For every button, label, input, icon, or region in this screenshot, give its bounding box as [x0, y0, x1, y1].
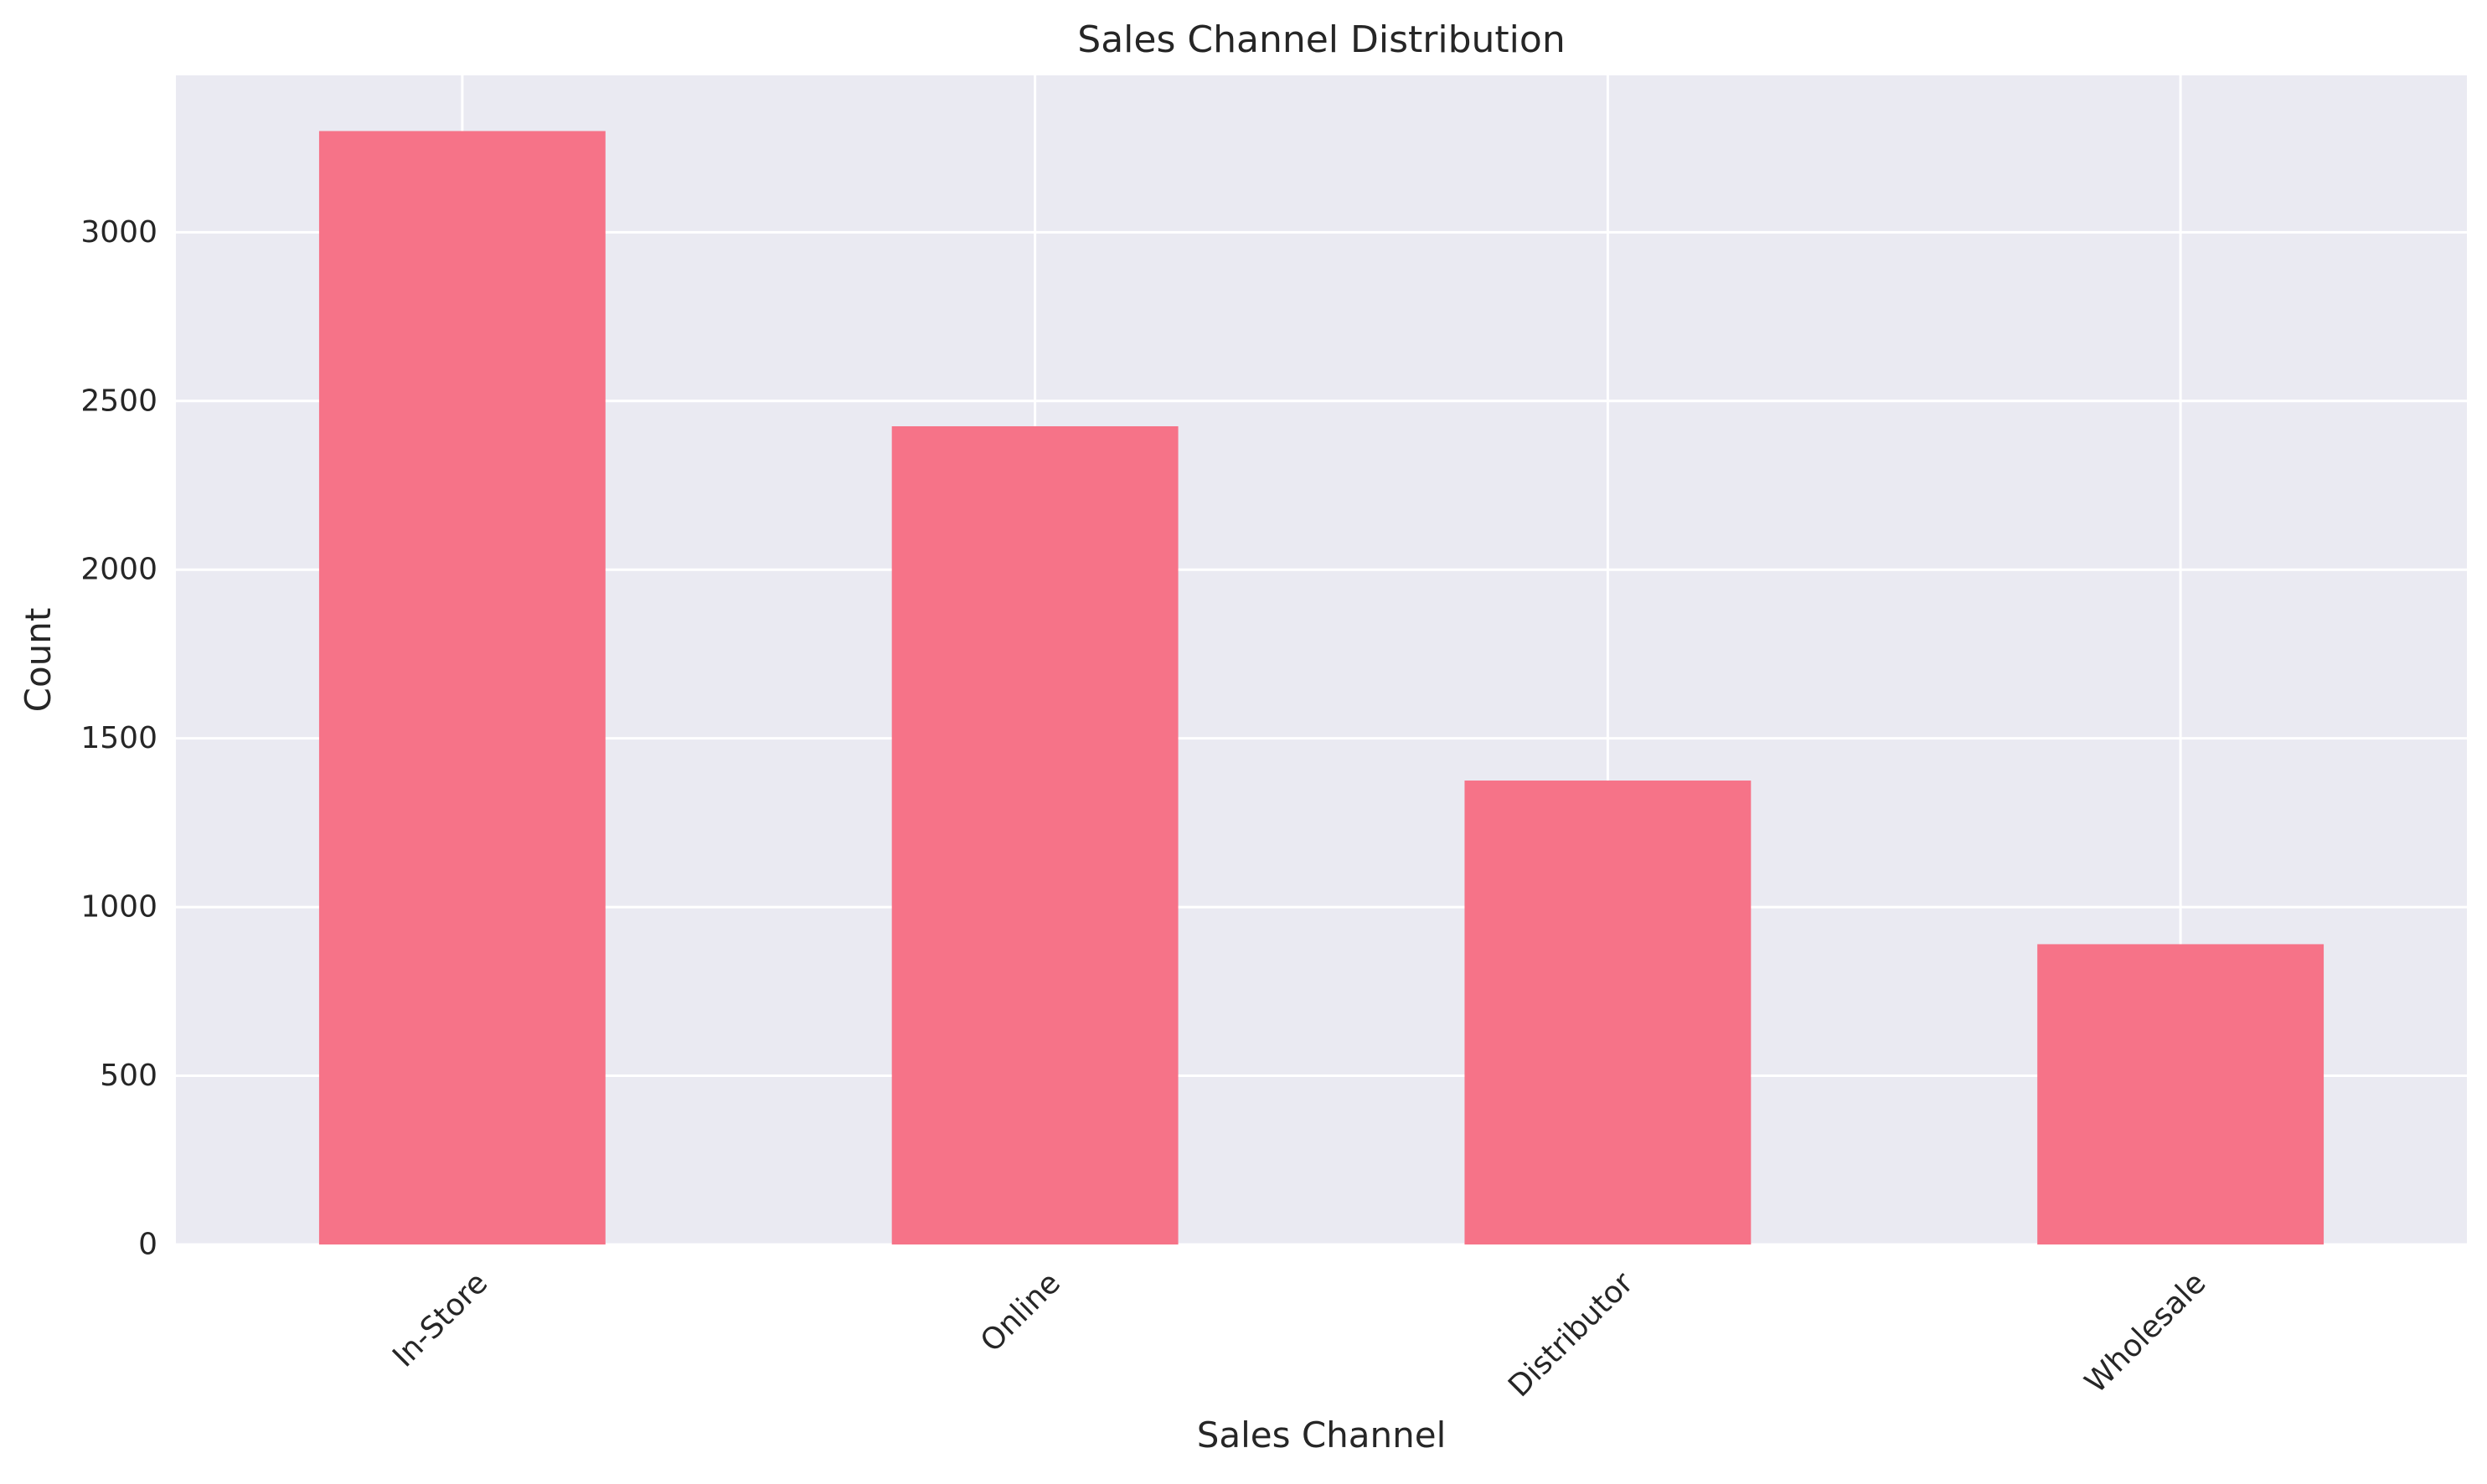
y-tick-label: 0 [138, 1228, 157, 1262]
y-tick-label: 2000 [80, 553, 157, 587]
chart-title: Sales Channel Distribution [1077, 18, 1565, 61]
bar-online [891, 426, 1179, 1244]
x-axis-ticks: In-Store Online Distributor Wholesale [386, 1265, 2212, 1404]
y-tick-label: 500 [100, 1059, 157, 1093]
y-tick-label: 3000 [80, 215, 157, 250]
x-tick-label: Online [974, 1265, 1067, 1358]
bars [318, 131, 2324, 1244]
bar-distributor [1464, 781, 1752, 1244]
x-axis-label: Sales Channel [1197, 1414, 1447, 1456]
y-tick-label: 1500 [80, 721, 157, 755]
y-tick-label: 2500 [80, 384, 157, 418]
bar-wholesale [2037, 944, 2324, 1244]
bar-in-store [318, 131, 606, 1244]
y-tick-label: 1000 [80, 890, 157, 925]
y-axis-label: Count [18, 608, 59, 713]
x-tick-label: In-Store [386, 1265, 494, 1373]
x-tick-label: Distributor [1502, 1265, 1640, 1404]
x-tick-label: Wholesale [2078, 1265, 2212, 1399]
y-axis-ticks: 0 500 1000 1500 2000 2500 3000 [80, 215, 157, 1262]
